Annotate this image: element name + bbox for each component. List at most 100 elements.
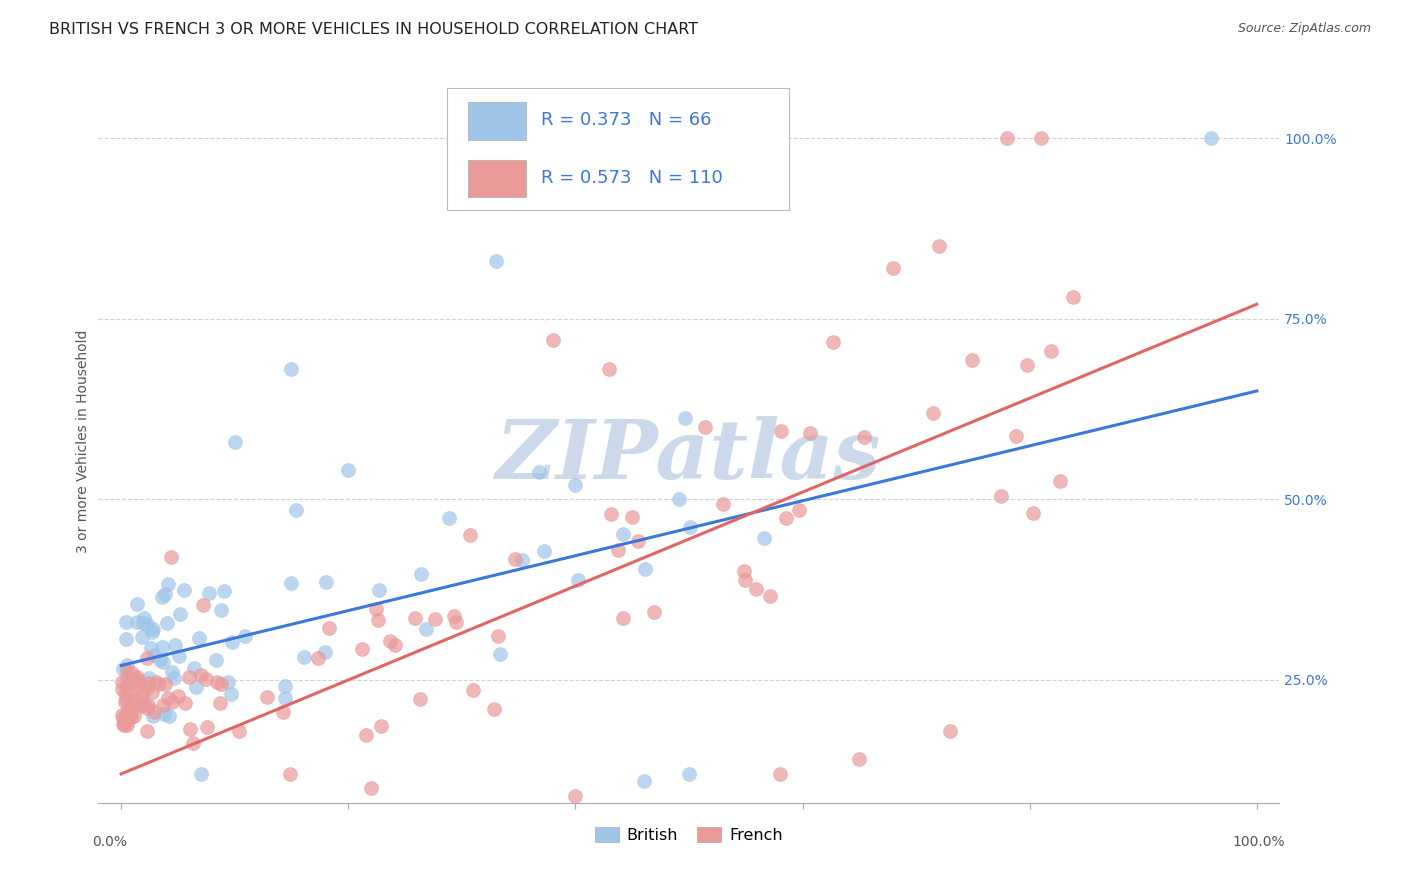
Point	[848, 752, 870, 766]
Point	[142, 622, 165, 636]
Point	[169, 607, 191, 622]
Point	[607, 543, 630, 558]
Point	[598, 362, 620, 376]
Point	[131, 630, 153, 644]
Point	[209, 677, 232, 691]
Point	[404, 611, 426, 625]
Point	[564, 789, 586, 803]
Point	[153, 707, 176, 722]
Point	[280, 362, 302, 376]
Point	[486, 629, 509, 643]
Point	[142, 709, 165, 723]
Point	[928, 239, 950, 253]
Point	[775, 511, 797, 525]
Y-axis label: 3 or more Vehicles in Household: 3 or more Vehicles in Household	[76, 330, 90, 553]
Point	[122, 692, 145, 706]
Point	[114, 695, 136, 709]
Point	[219, 687, 242, 701]
Point	[118, 686, 141, 700]
Point	[174, 696, 197, 710]
Point	[505, 552, 527, 566]
Point	[634, 562, 657, 576]
Point	[533, 544, 555, 558]
Point	[115, 706, 138, 721]
Point	[157, 577, 180, 591]
Point	[120, 710, 142, 724]
Point	[378, 634, 401, 648]
Point	[132, 697, 155, 711]
Point	[111, 711, 134, 725]
Point	[425, 612, 447, 626]
Point	[191, 598, 214, 612]
Legend: British, French: British, French	[589, 820, 789, 849]
Point	[187, 632, 209, 646]
Point	[142, 648, 165, 662]
Point	[115, 679, 138, 693]
Point	[409, 566, 432, 581]
Point	[179, 670, 201, 684]
Point	[990, 489, 1012, 503]
Point	[120, 700, 142, 714]
Point	[621, 510, 644, 524]
Point	[437, 510, 460, 524]
Point	[117, 702, 139, 716]
Point	[754, 531, 776, 545]
Point	[256, 690, 278, 705]
Point	[136, 681, 159, 695]
Point	[678, 767, 700, 781]
Point	[157, 709, 180, 723]
Point	[882, 261, 904, 276]
Point	[112, 716, 135, 731]
Point	[695, 420, 717, 434]
Point	[121, 666, 143, 681]
Point	[152, 655, 174, 669]
Point	[120, 674, 142, 689]
Point	[131, 685, 153, 699]
Point	[127, 673, 149, 688]
Point	[1017, 358, 1039, 372]
Point	[127, 597, 149, 611]
Point	[482, 702, 505, 716]
Point	[157, 690, 180, 705]
Point	[205, 674, 228, 689]
Point	[190, 767, 212, 781]
Point	[711, 497, 734, 511]
Point	[1029, 131, 1052, 145]
Point	[415, 622, 437, 636]
FancyBboxPatch shape	[447, 87, 789, 211]
Point	[155, 587, 177, 601]
Point	[274, 691, 297, 706]
Text: ZIPatlas: ZIPatlas	[496, 416, 882, 496]
Point	[1005, 429, 1028, 443]
Point	[136, 700, 159, 714]
Point	[149, 653, 172, 667]
Point	[314, 645, 336, 659]
Point	[366, 602, 388, 616]
Text: BRITISH VS FRENCH 3 OR MORE VEHICLES IN HOUSEHOLD CORRELATION CHART: BRITISH VS FRENCH 3 OR MORE VEHICLES IN …	[49, 22, 699, 37]
Text: Source: ZipAtlas.com: Source: ZipAtlas.com	[1237, 22, 1371, 36]
Point	[186, 680, 208, 694]
Point	[318, 621, 340, 635]
Point	[284, 502, 307, 516]
Point	[758, 589, 780, 603]
Point	[799, 425, 821, 440]
Point	[136, 723, 159, 738]
Point	[960, 353, 983, 368]
Point	[1049, 474, 1071, 488]
Point	[131, 688, 153, 702]
Point	[125, 615, 148, 629]
Point	[163, 671, 186, 685]
Point	[127, 677, 149, 691]
Point	[197, 586, 219, 600]
Text: R = 0.373   N = 66: R = 0.373 N = 66	[541, 111, 711, 129]
Point	[823, 335, 845, 350]
Point	[114, 632, 136, 647]
Point	[115, 657, 138, 672]
Point	[315, 574, 337, 589]
Point	[124, 709, 146, 723]
Point	[250, 819, 273, 833]
Point	[271, 705, 294, 719]
Point	[136, 676, 159, 690]
Point	[115, 671, 138, 685]
Point	[1040, 344, 1063, 359]
